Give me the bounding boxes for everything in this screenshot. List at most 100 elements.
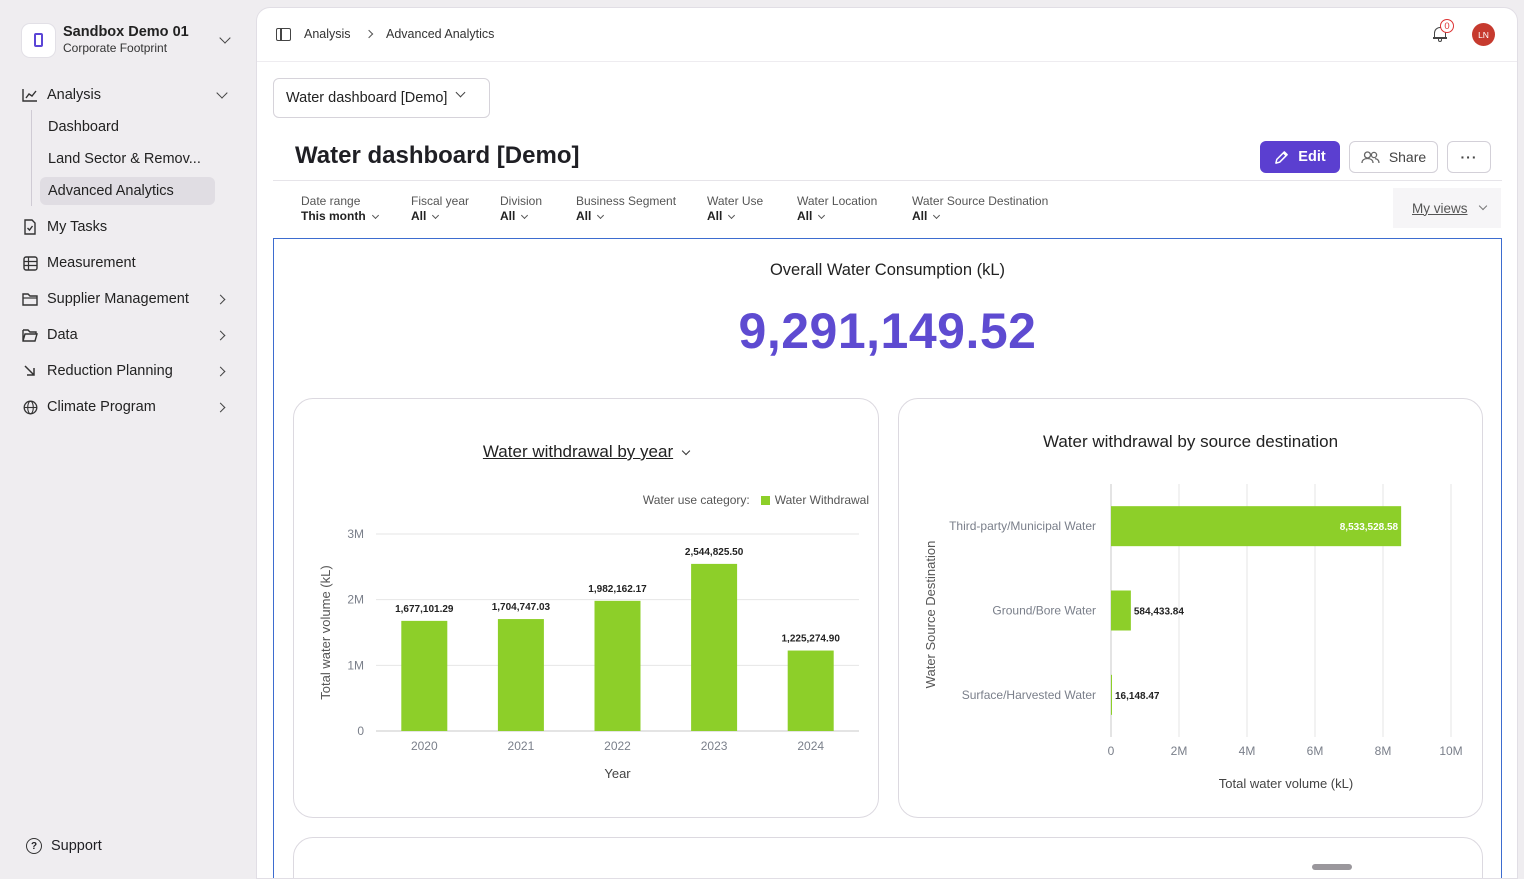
edit-button[interactable]: Edit	[1260, 141, 1340, 173]
dashboard-canvas: Overall Water Consumption (kL) 9,291,149…	[273, 238, 1502, 878]
my-views-label: My views	[1412, 200, 1468, 216]
chevron-right-icon	[215, 330, 226, 340]
filter-value: All	[576, 209, 592, 223]
globe-icon	[22, 399, 38, 415]
filter-water-source-destination[interactable]: Water Source Destination All	[912, 194, 1048, 225]
y-axis-title: Total water volume (kL)	[318, 565, 333, 699]
filter-fiscal-year[interactable]: Fiscal year All	[411, 194, 469, 225]
support-link[interactable]: ? Support	[26, 838, 102, 854]
filter-division[interactable]: Division All	[500, 194, 542, 225]
page-title: Water dashboard [Demo]	[295, 142, 580, 169]
folder-open-icon	[22, 327, 38, 343]
filter-business-segment[interactable]: Business Segment All	[576, 194, 676, 225]
filter-water-use[interactable]: Water Use All	[707, 194, 763, 225]
nav-data[interactable]: Data	[22, 321, 234, 349]
nav-climate-label: Climate Program	[47, 399, 156, 415]
y-tick-label: 1M	[347, 658, 364, 672]
share-button[interactable]: Share	[1349, 141, 1438, 173]
dashboard-select[interactable]: Water dashboard [Demo]	[273, 78, 490, 118]
bar	[401, 620, 448, 731]
org-logo	[22, 23, 55, 57]
breadcrumb-analysis[interactable]: Analysis	[304, 27, 351, 41]
filter-value: This month	[301, 209, 366, 223]
filter-label: Water Location	[797, 194, 878, 208]
subnav-dashboard[interactable]: Dashboard	[48, 119, 119, 135]
bar	[691, 563, 738, 731]
chevron-down-icon	[216, 87, 228, 99]
x-axis-title: Year	[604, 766, 631, 781]
chevron-down-icon	[933, 211, 941, 219]
chart-title: Water withdrawal by year	[482, 442, 674, 461]
nav-analysis-label: Analysis	[47, 87, 101, 103]
bar	[1111, 506, 1402, 547]
table-icon	[22, 255, 38, 271]
filter-water-location[interactable]: Water Location All	[797, 194, 877, 225]
x-axis-title: Total water volume (kL)	[1219, 776, 1353, 791]
nav-reduction-label: Reduction Planning	[47, 363, 173, 379]
dashboard-select-value: Water dashboard [Demo]	[286, 90, 448, 106]
filter-value: All	[500, 209, 516, 223]
chevron-down-icon	[455, 87, 466, 98]
chart-card-withdrawal-by-source: Water withdrawal by source destination 0…	[898, 398, 1483, 818]
kpi-value: 9,291,149.52	[738, 303, 1037, 359]
bar-chart-by-year: 0 1M 2M 3M 1,677,101.29 2020 1,704,747.03 2021 1…	[318, 527, 859, 781]
filter-label: Water Source Destination	[912, 194, 1049, 208]
bar	[1111, 674, 1112, 715]
filter-label: Date range	[301, 194, 361, 208]
org-subtitle: Corporate Footprint	[63, 41, 168, 55]
chevron-down-icon	[371, 211, 379, 219]
chart-title: Water withdrawal by source destination	[1042, 432, 1339, 451]
x-tick-label: 2022	[604, 739, 631, 753]
scrollbar-thumb[interactable]	[1312, 864, 1352, 870]
filter-date-range[interactable]: Date range This month	[301, 194, 379, 225]
nav-my-tasks[interactable]: My Tasks	[22, 213, 234, 241]
sidebar-toggle-icon[interactable]	[276, 28, 291, 41]
chevron-down-icon	[219, 32, 231, 44]
bar-chart-by-source: 0 2M 4M 6M 8M 10M Third-party/Municipal Water 8…	[923, 484, 1463, 791]
y-tick-label: Third-party/Municipal Water	[949, 519, 1096, 533]
nav-my-tasks-label: My Tasks	[47, 219, 108, 235]
x-tick-label: 2020	[411, 739, 438, 753]
arrow-down-right-icon	[22, 363, 38, 379]
filter-label: Fiscal year	[411, 194, 470, 208]
breadcrumb-advanced-analytics: Advanced Analytics	[386, 27, 495, 41]
filter-bar: Date range This month Fiscal year All Di…	[273, 180, 1502, 238]
nav-data-label: Data	[47, 327, 78, 343]
nav-measurement[interactable]: Measurement	[22, 249, 234, 277]
filter-value: All	[912, 209, 928, 223]
filter-label: Business Segment	[576, 194, 677, 208]
filter-label: Water Use	[707, 194, 764, 208]
chart-title-dropdown[interactable]: Water withdrawal by year	[294, 442, 878, 462]
support-label: Support	[51, 838, 102, 854]
data-label: 1,677,101.29	[395, 604, 454, 615]
edit-button-label: Edit	[1298, 149, 1326, 165]
subnav-land-sector[interactable]: Land Sector & Remov...	[48, 151, 201, 167]
chevron-right-icon	[215, 294, 226, 304]
kpi-label: Overall Water Consumption (kL)	[769, 261, 1006, 279]
data-label: 8,533,528.58	[1340, 522, 1399, 533]
x-tick-label: 8M	[1375, 744, 1392, 758]
avatar[interactable]: LN	[1472, 23, 1495, 46]
x-tick-label: 2M	[1171, 744, 1188, 758]
sidebar: Sandbox Demo 01 Corporate Footprint Anal…	[0, 0, 256, 879]
bar	[497, 619, 544, 731]
nav-reduction-planning[interactable]: Reduction Planning	[22, 357, 234, 385]
filter-label: Division	[500, 194, 543, 208]
nav-climate-program[interactable]: Climate Program	[22, 393, 234, 421]
x-tick-label: 4M	[1239, 744, 1256, 758]
legend-swatch	[760, 495, 770, 505]
data-label: 584,433.84	[1134, 607, 1184, 618]
filter-value: All	[707, 209, 723, 223]
more-options-button[interactable]: ···	[1447, 141, 1491, 173]
nav-supplier-management[interactable]: Supplier Management	[22, 285, 234, 313]
chart-icon	[22, 87, 38, 103]
top-bar: Analysis Advanced Analytics 0 LN	[257, 8, 1517, 62]
bar	[1111, 590, 1131, 631]
subnav-guide	[31, 110, 32, 206]
chevron-down-icon	[818, 211, 826, 219]
subnav-advanced-analytics[interactable]: Advanced Analytics	[40, 177, 215, 205]
org-switcher[interactable]: Sandbox Demo 01 Corporate Footprint	[22, 22, 237, 58]
my-views-dropdown[interactable]: My views	[1393, 188, 1501, 228]
nav-analysis[interactable]: Analysis	[22, 81, 234, 109]
data-label: 16,148.47	[1115, 691, 1160, 702]
